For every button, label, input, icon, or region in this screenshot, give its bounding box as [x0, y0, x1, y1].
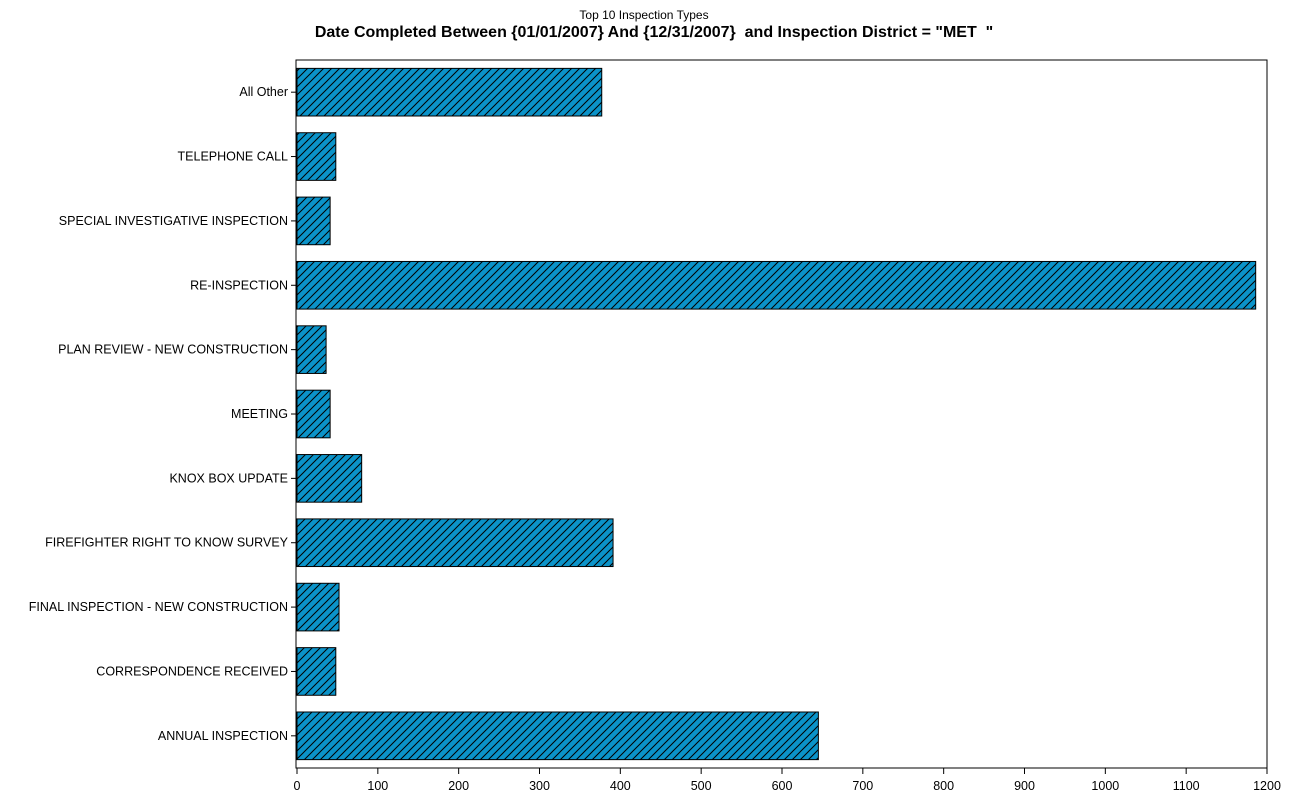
- x-tick-label-2: 200: [448, 779, 469, 793]
- bar-10: [296, 711, 819, 761]
- x-tick-label-10: 1000: [1091, 779, 1119, 793]
- category-label-4: PLAN REVIEW - NEW CONSTRUCTION: [58, 343, 288, 357]
- x-tick-label-6: 600: [772, 779, 793, 793]
- x-tick-label-12: 1200: [1253, 779, 1281, 793]
- x-tick-label-5: 500: [691, 779, 712, 793]
- bar-2: [296, 196, 331, 246]
- bar-6: [296, 454, 363, 503]
- category-label-5: MEETING: [231, 407, 288, 421]
- category-label-10: ANNUAL INSPECTION: [158, 729, 288, 743]
- category-label-9: CORRESPONDENCE RECEIVED: [96, 664, 288, 678]
- bar-7: [296, 518, 614, 568]
- category-label-7: FIREFIGHTER RIGHT TO KNOW SURVEY: [45, 536, 289, 550]
- category-label-0: All Other: [239, 85, 288, 99]
- x-tick-label-0: 0: [294, 779, 301, 793]
- bar-1: [296, 132, 337, 181]
- category-label-8: FINAL INSPECTION - NEW CONSTRUCTION: [29, 600, 288, 614]
- x-tick-label-11: 1100: [1173, 779, 1200, 793]
- x-tick-label-4: 400: [610, 779, 631, 793]
- chart-title: Top 10 Inspection Types: [579, 8, 709, 22]
- bar-5: [296, 389, 331, 439]
- bar-0: [296, 67, 603, 117]
- plot-area: [295, 59, 1268, 769]
- category-label-2: SPECIAL INVESTIGATIVE INSPECTION: [59, 214, 288, 228]
- chart-subtitle: Date Completed Between {01/01/2007} And …: [314, 24, 994, 41]
- category-label-6: KNOX BOX UPDATE: [169, 471, 288, 485]
- x-tick-label-9: 900: [1014, 779, 1035, 793]
- bar-3: [296, 260, 1257, 310]
- x-tick-label-1: 100: [367, 779, 388, 793]
- x-tick-label-7: 700: [852, 779, 873, 793]
- category-label-3: RE-INSPECTION: [190, 278, 288, 292]
- x-tick-label-3: 300: [529, 779, 550, 793]
- category-label-1: TELEPHONE CALL: [178, 150, 289, 164]
- bar-9: [296, 647, 337, 696]
- x-tick-label-8: 800: [933, 779, 954, 793]
- bar-8: [296, 582, 340, 632]
- bar-4: [296, 325, 327, 374]
